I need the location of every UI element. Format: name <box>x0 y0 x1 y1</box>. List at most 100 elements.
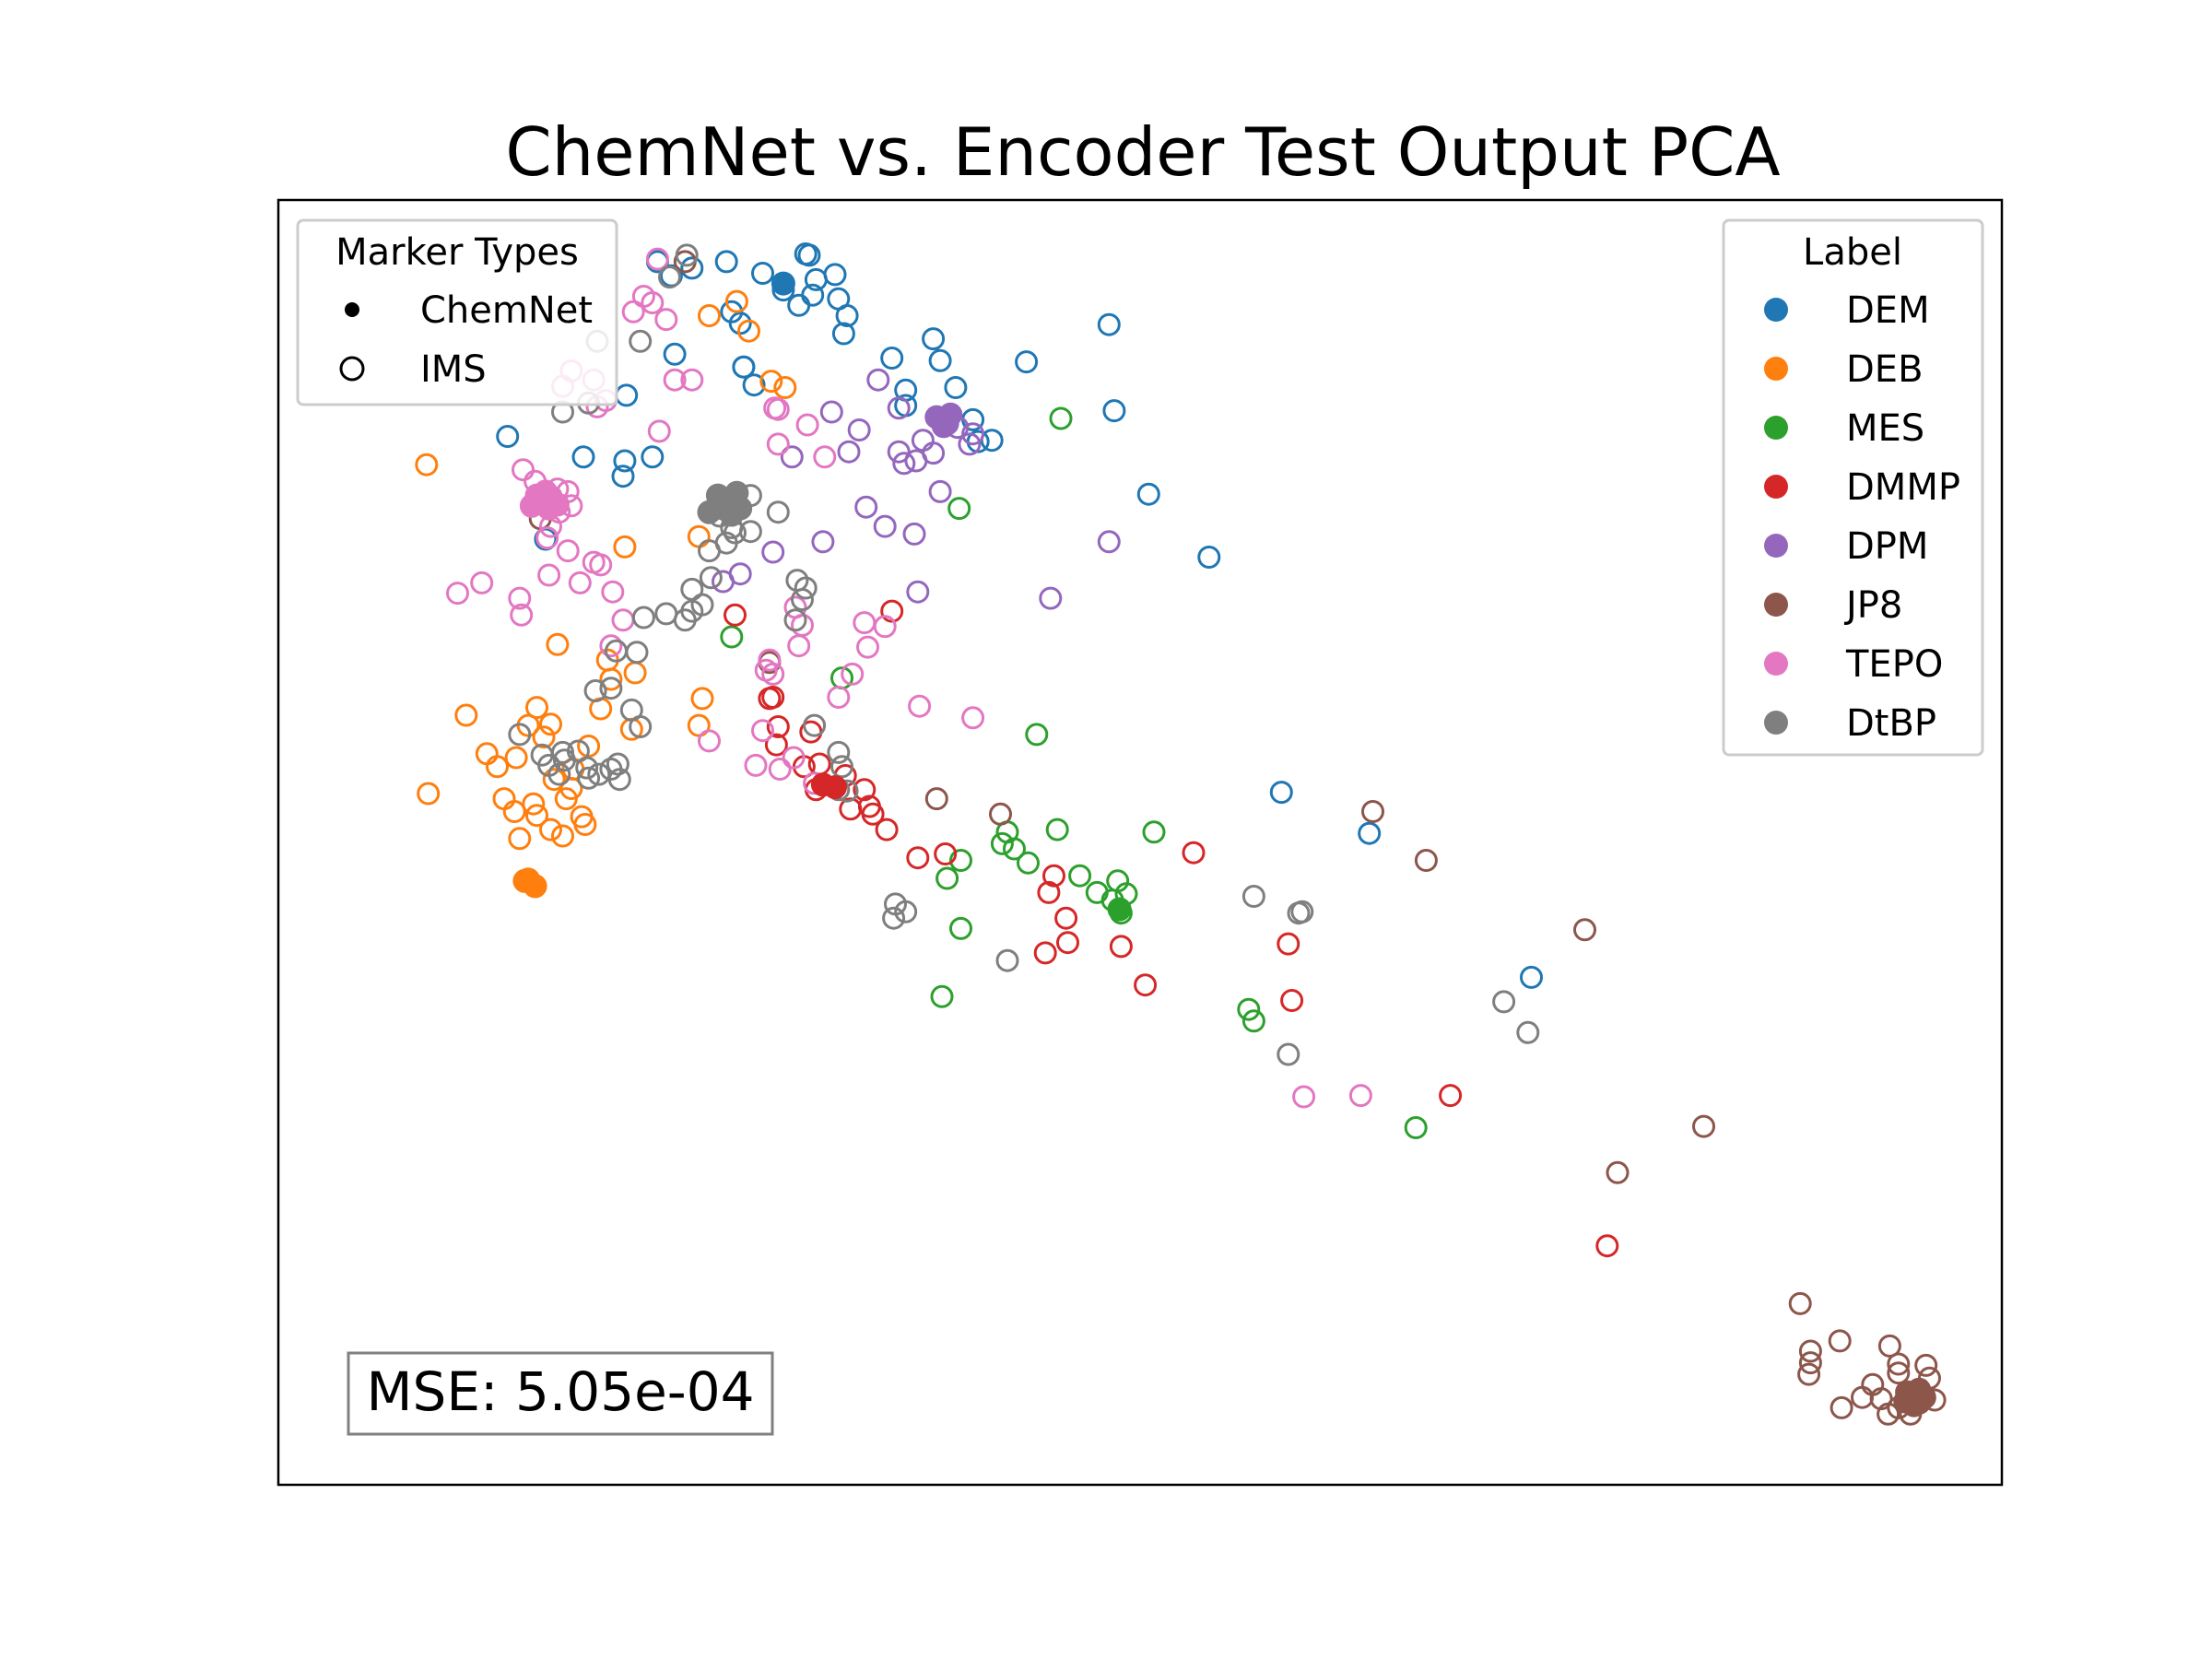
ims-point-tepo <box>853 611 877 635</box>
ims-point-dtbp <box>680 577 704 601</box>
ims-point-dtbp <box>587 762 611 786</box>
ims-point-tepo <box>599 634 623 658</box>
label-legend: Label DEM DEB MES DMMP DPM JP8 TEPO DtBP <box>1722 218 1984 757</box>
ims-point-dtbp <box>794 576 818 600</box>
ims-point-dpm <box>819 400 843 424</box>
ims-point-jp8 <box>1914 1353 1938 1377</box>
ims-point-dtbp <box>547 762 571 786</box>
ims-point-deb <box>508 827 532 851</box>
ims-point-dem <box>1269 781 1293 805</box>
ims-point-dem <box>732 355 756 379</box>
ims-point-dpm <box>911 429 935 453</box>
chemnet-point-dmmp <box>810 772 835 797</box>
ims-point-dtbp <box>629 329 653 353</box>
ims-point-dem <box>1358 821 1382 845</box>
ims-point-dpm <box>887 396 911 420</box>
ims-point-tepo <box>510 603 534 627</box>
marker-legend-label-ims: IMS <box>420 348 487 391</box>
legend-swatch-tepo <box>1764 652 1788 676</box>
legend-swatch-jp8 <box>1764 593 1788 617</box>
ims-point-tepo <box>621 300 645 324</box>
ims-point-dpm <box>1097 530 1121 554</box>
ims-point-dtbp <box>629 715 653 738</box>
ims-point-deb <box>417 782 441 806</box>
ims-point-dtbp <box>654 602 678 626</box>
label-legend-entries: DEM DEB MES DMMP DPM JP8 TEPO DtBP <box>1764 289 1960 745</box>
ims-point-dpm <box>873 514 897 538</box>
ims-point-tepo <box>512 458 535 482</box>
legend-swatch-dmmp <box>1764 475 1788 499</box>
ims-point-dtbp <box>605 639 628 663</box>
legend-swatch-deb <box>1764 357 1788 381</box>
ims-point-dtbp <box>882 906 906 930</box>
ims-point-dmmp <box>875 818 899 841</box>
ims-point-dmmp <box>1109 935 1133 959</box>
chemnet-point-dtbp <box>728 496 753 521</box>
ims-point-dmmp <box>766 715 790 738</box>
ims-point-deb <box>551 824 574 848</box>
ims-point-dmmp <box>1056 931 1079 955</box>
ims-point-deb <box>687 524 711 548</box>
ims-point-dtbp <box>575 756 599 780</box>
ims-point-dpm <box>847 418 871 441</box>
ims-point-dem <box>835 304 859 327</box>
ims-point-deb <box>737 319 760 343</box>
legend-label-deb: DEB <box>1846 348 1924 391</box>
ims-point-dtbp <box>827 740 851 764</box>
ims-point-deb <box>486 755 509 779</box>
ims-point-dtbp <box>675 243 699 267</box>
chemnet-point-dtbp <box>697 500 722 524</box>
ims-point-dpm <box>961 422 985 446</box>
ims-point-deb <box>492 787 516 811</box>
ims-point-dpm <box>837 440 861 464</box>
legend-label-dpm: DPM <box>1846 525 1928 568</box>
ims-point-jp8 <box>989 802 1012 826</box>
ims-point-tepo <box>782 746 806 770</box>
ims-point-dmmp <box>1054 906 1078 930</box>
ims-point-tepo <box>961 706 985 730</box>
ims-point-dmmp <box>758 687 782 711</box>
ims-point-deb <box>539 818 562 841</box>
ims-point-dem <box>1102 399 1126 423</box>
ims-point-jp8 <box>1361 800 1384 823</box>
ims-point-jp8 <box>1606 1160 1630 1184</box>
ims-point-dem <box>1097 312 1121 336</box>
ims-point-tepo <box>841 662 865 686</box>
ims-point-tepo <box>758 648 782 672</box>
ims-point-dmmp <box>1134 973 1158 997</box>
ims-point-dpm <box>811 530 835 554</box>
ims-point-dtbp <box>738 520 762 544</box>
ims-point-dem <box>714 250 738 274</box>
ims-point-dem <box>797 243 821 267</box>
ims-point-mes <box>1237 997 1261 1021</box>
ims-point-dmmp <box>853 778 877 802</box>
ims-point-dmmp <box>1182 841 1206 865</box>
ims-point-tepo <box>680 368 704 392</box>
ims-point-tepo <box>751 719 774 743</box>
ims-point-tepo <box>663 368 687 392</box>
legend-swatch-mes <box>1764 416 1788 440</box>
marker-legend-box <box>296 218 618 406</box>
ims-point-deb <box>454 703 478 727</box>
ims-point-tepo <box>645 247 669 271</box>
ims-point-deb <box>613 535 637 559</box>
ims-point-deb <box>759 370 783 394</box>
ims-point-dtbp <box>577 766 601 790</box>
ims-point-tepo <box>795 413 819 437</box>
ims-point-dem <box>1197 546 1221 569</box>
ims-point-tepo <box>537 563 561 587</box>
ims-point-jp8 <box>1798 1351 1822 1375</box>
ims-point-dmmp <box>1439 1084 1463 1108</box>
ims-point-deb <box>525 696 548 720</box>
ims-point-dpm <box>780 445 804 469</box>
ims-point-tepo <box>446 582 469 606</box>
ims-point-dtbp <box>785 569 809 593</box>
ims-point-dem <box>980 429 1004 453</box>
chemnet-point-dpm <box>931 414 956 439</box>
ims-point-jp8 <box>1414 849 1438 872</box>
plot-area-frame <box>276 198 2004 1487</box>
ims-point-tepo <box>761 662 785 686</box>
ims-point-dem <box>804 267 828 291</box>
ims-point-jp8 <box>1887 1361 1911 1385</box>
